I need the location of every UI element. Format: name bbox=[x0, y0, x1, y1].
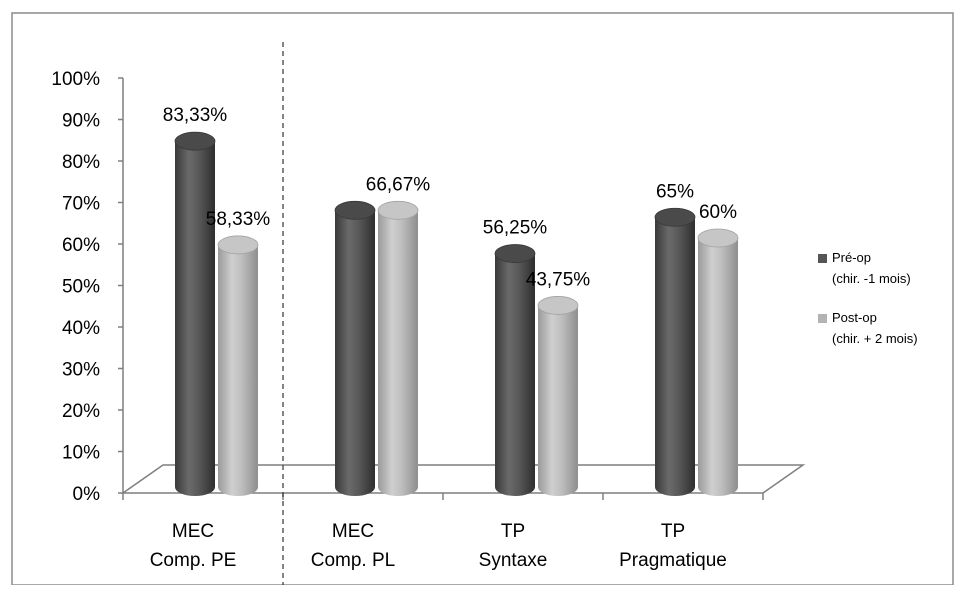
bar-post-op-3 bbox=[697, 228, 739, 496]
bar-pre-op-0-body bbox=[175, 141, 215, 497]
bar-post-op-3-top bbox=[697, 228, 739, 248]
x-category-label-line1: TP bbox=[501, 521, 525, 542]
x-category-label-line2: Pragmatique bbox=[619, 550, 727, 571]
x-category-label-line2: Comp. PE bbox=[150, 550, 237, 571]
bar-pre-op-0 bbox=[174, 131, 216, 497]
bar-post-op-2-body bbox=[538, 305, 578, 496]
y-tick-label: 20% bbox=[62, 401, 100, 422]
data-label: 43,75% bbox=[526, 269, 591, 290]
bar-pre-op-2 bbox=[494, 244, 536, 496]
bar-pre-op-1-body bbox=[335, 210, 375, 496]
legend-swatch bbox=[818, 314, 827, 323]
legend-label-line1: Post-op bbox=[832, 310, 877, 325]
bar-pre-op-1-top bbox=[334, 200, 376, 220]
y-tick-label: 100% bbox=[51, 69, 100, 90]
bar-pre-op-3-body bbox=[655, 217, 695, 496]
y-tick-label: 30% bbox=[62, 360, 100, 381]
data-label: 60% bbox=[699, 202, 737, 223]
x-category-label-line2: Syntaxe bbox=[479, 550, 548, 571]
bar-pre-op-2-body bbox=[495, 253, 535, 496]
bar-post-op-3-body bbox=[698, 238, 738, 496]
bar-post-op-1-top bbox=[377, 200, 419, 220]
bar-post-op-1 bbox=[377, 200, 419, 496]
y-tick-label: 60% bbox=[62, 235, 100, 256]
data-label: 65% bbox=[656, 181, 694, 202]
x-category-label-line1: TP bbox=[661, 521, 685, 542]
bar-post-op-0 bbox=[217, 235, 259, 496]
y-tick-label: 80% bbox=[62, 152, 100, 173]
legend-label-line2: (chir. -1 mois) bbox=[832, 271, 911, 286]
legend-label-line2: (chir. + 2 mois) bbox=[832, 331, 918, 346]
chart-border bbox=[11, 12, 954, 586]
bar-pre-op-1 bbox=[334, 200, 376, 496]
legend-label-line1: Pré-op bbox=[832, 250, 871, 265]
data-label: 56,25% bbox=[483, 218, 548, 239]
y-tick-label: 70% bbox=[62, 194, 100, 215]
legend-swatch bbox=[818, 254, 827, 263]
plot-area: 0% 10% 20% 30% 40% 50% 60% 70% 80% 90% 100% 83,33% 5… bbox=[51, 42, 806, 585]
y-tick-label: 50% bbox=[62, 277, 100, 298]
y-tick-label: 90% bbox=[62, 111, 100, 132]
y-tick-label: 10% bbox=[62, 443, 100, 464]
data-label: 66,67% bbox=[366, 174, 431, 195]
bar-post-op-0-top bbox=[217, 235, 259, 255]
bar-post-op-0-body bbox=[218, 244, 258, 496]
bar-post-op-2-top bbox=[537, 296, 579, 315]
x-category-label-line1: MEC bbox=[172, 521, 214, 542]
data-label: 58,33% bbox=[206, 209, 271, 230]
y-tick-label: 40% bbox=[62, 318, 100, 339]
bar-pre-op-0-top bbox=[174, 131, 216, 151]
bar-pre-op-3 bbox=[654, 207, 696, 496]
bar-post-op-2 bbox=[537, 296, 579, 496]
x-category-label-line1: MEC bbox=[332, 521, 374, 542]
data-label: 83,33% bbox=[163, 105, 228, 126]
bar-pre-op-3-top bbox=[654, 207, 696, 227]
bar-pre-op-2-top bbox=[494, 244, 536, 263]
bar-post-op-1-body bbox=[378, 210, 418, 496]
x-category-label-line2: Comp. PL bbox=[311, 550, 395, 571]
legend: Pré-op (chir. -1 mois) Post-op (chir. + 2 m… bbox=[818, 250, 918, 346]
y-tick-label: 0% bbox=[73, 484, 101, 505]
